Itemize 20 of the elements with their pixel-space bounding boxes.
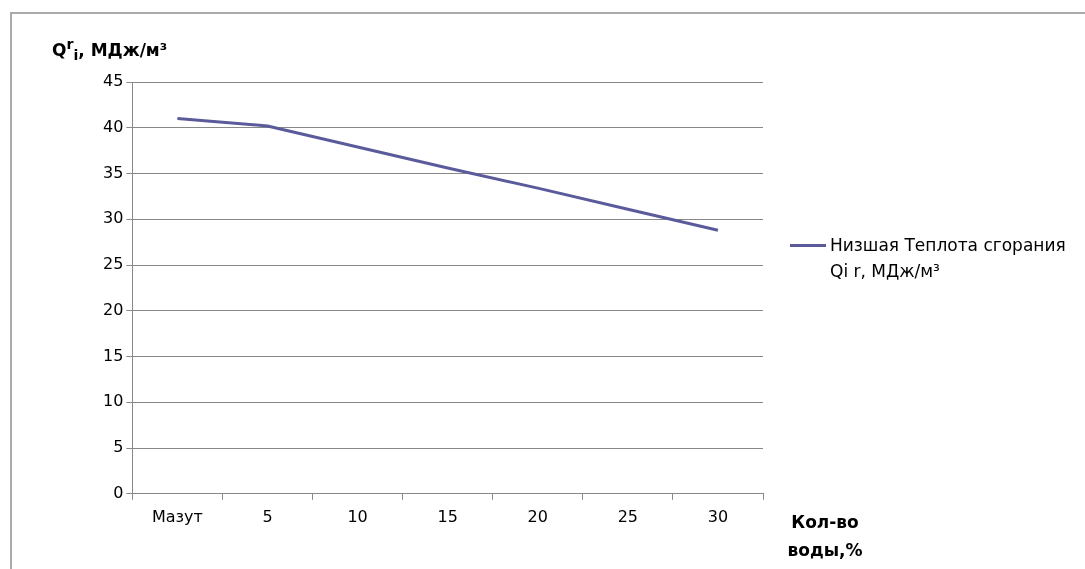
y-axis-title: Q$^{r}$$_{i}$, МДж/м³ — [52, 36, 168, 64]
y-tick-label: 20 — [103, 299, 124, 319]
x-tick-label: Мазут — [151, 506, 203, 526]
y-tick-label: 35 — [103, 162, 124, 182]
x-tick-label: 10 — [347, 506, 368, 526]
x-tick-label: 5 — [262, 506, 273, 526]
y-tick-label: 10 — [103, 391, 124, 411]
x-tick-label: 15 — [437, 506, 458, 526]
y-tick-label: 15 — [103, 345, 124, 365]
x-tick-label: 25 — [617, 506, 639, 526]
y-tick-label: 0 — [113, 482, 124, 502]
x-axis-title: Кол-во воды,% — [786, 511, 864, 562]
y-tick-label: 30 — [103, 208, 124, 228]
y-tick-label: 45 — [103, 71, 124, 91]
y-tick-label: 5 — [113, 437, 124, 457]
legend-label: Низшая Теплота сгорания Qi r, МДж/м³ — [830, 234, 1067, 283]
x-tick-label: 20 — [527, 506, 548, 526]
y-tick-label: 25 — [103, 254, 124, 274]
x-tick-label: 30 — [707, 506, 729, 526]
y-tick-label: 40 — [103, 116, 124, 136]
